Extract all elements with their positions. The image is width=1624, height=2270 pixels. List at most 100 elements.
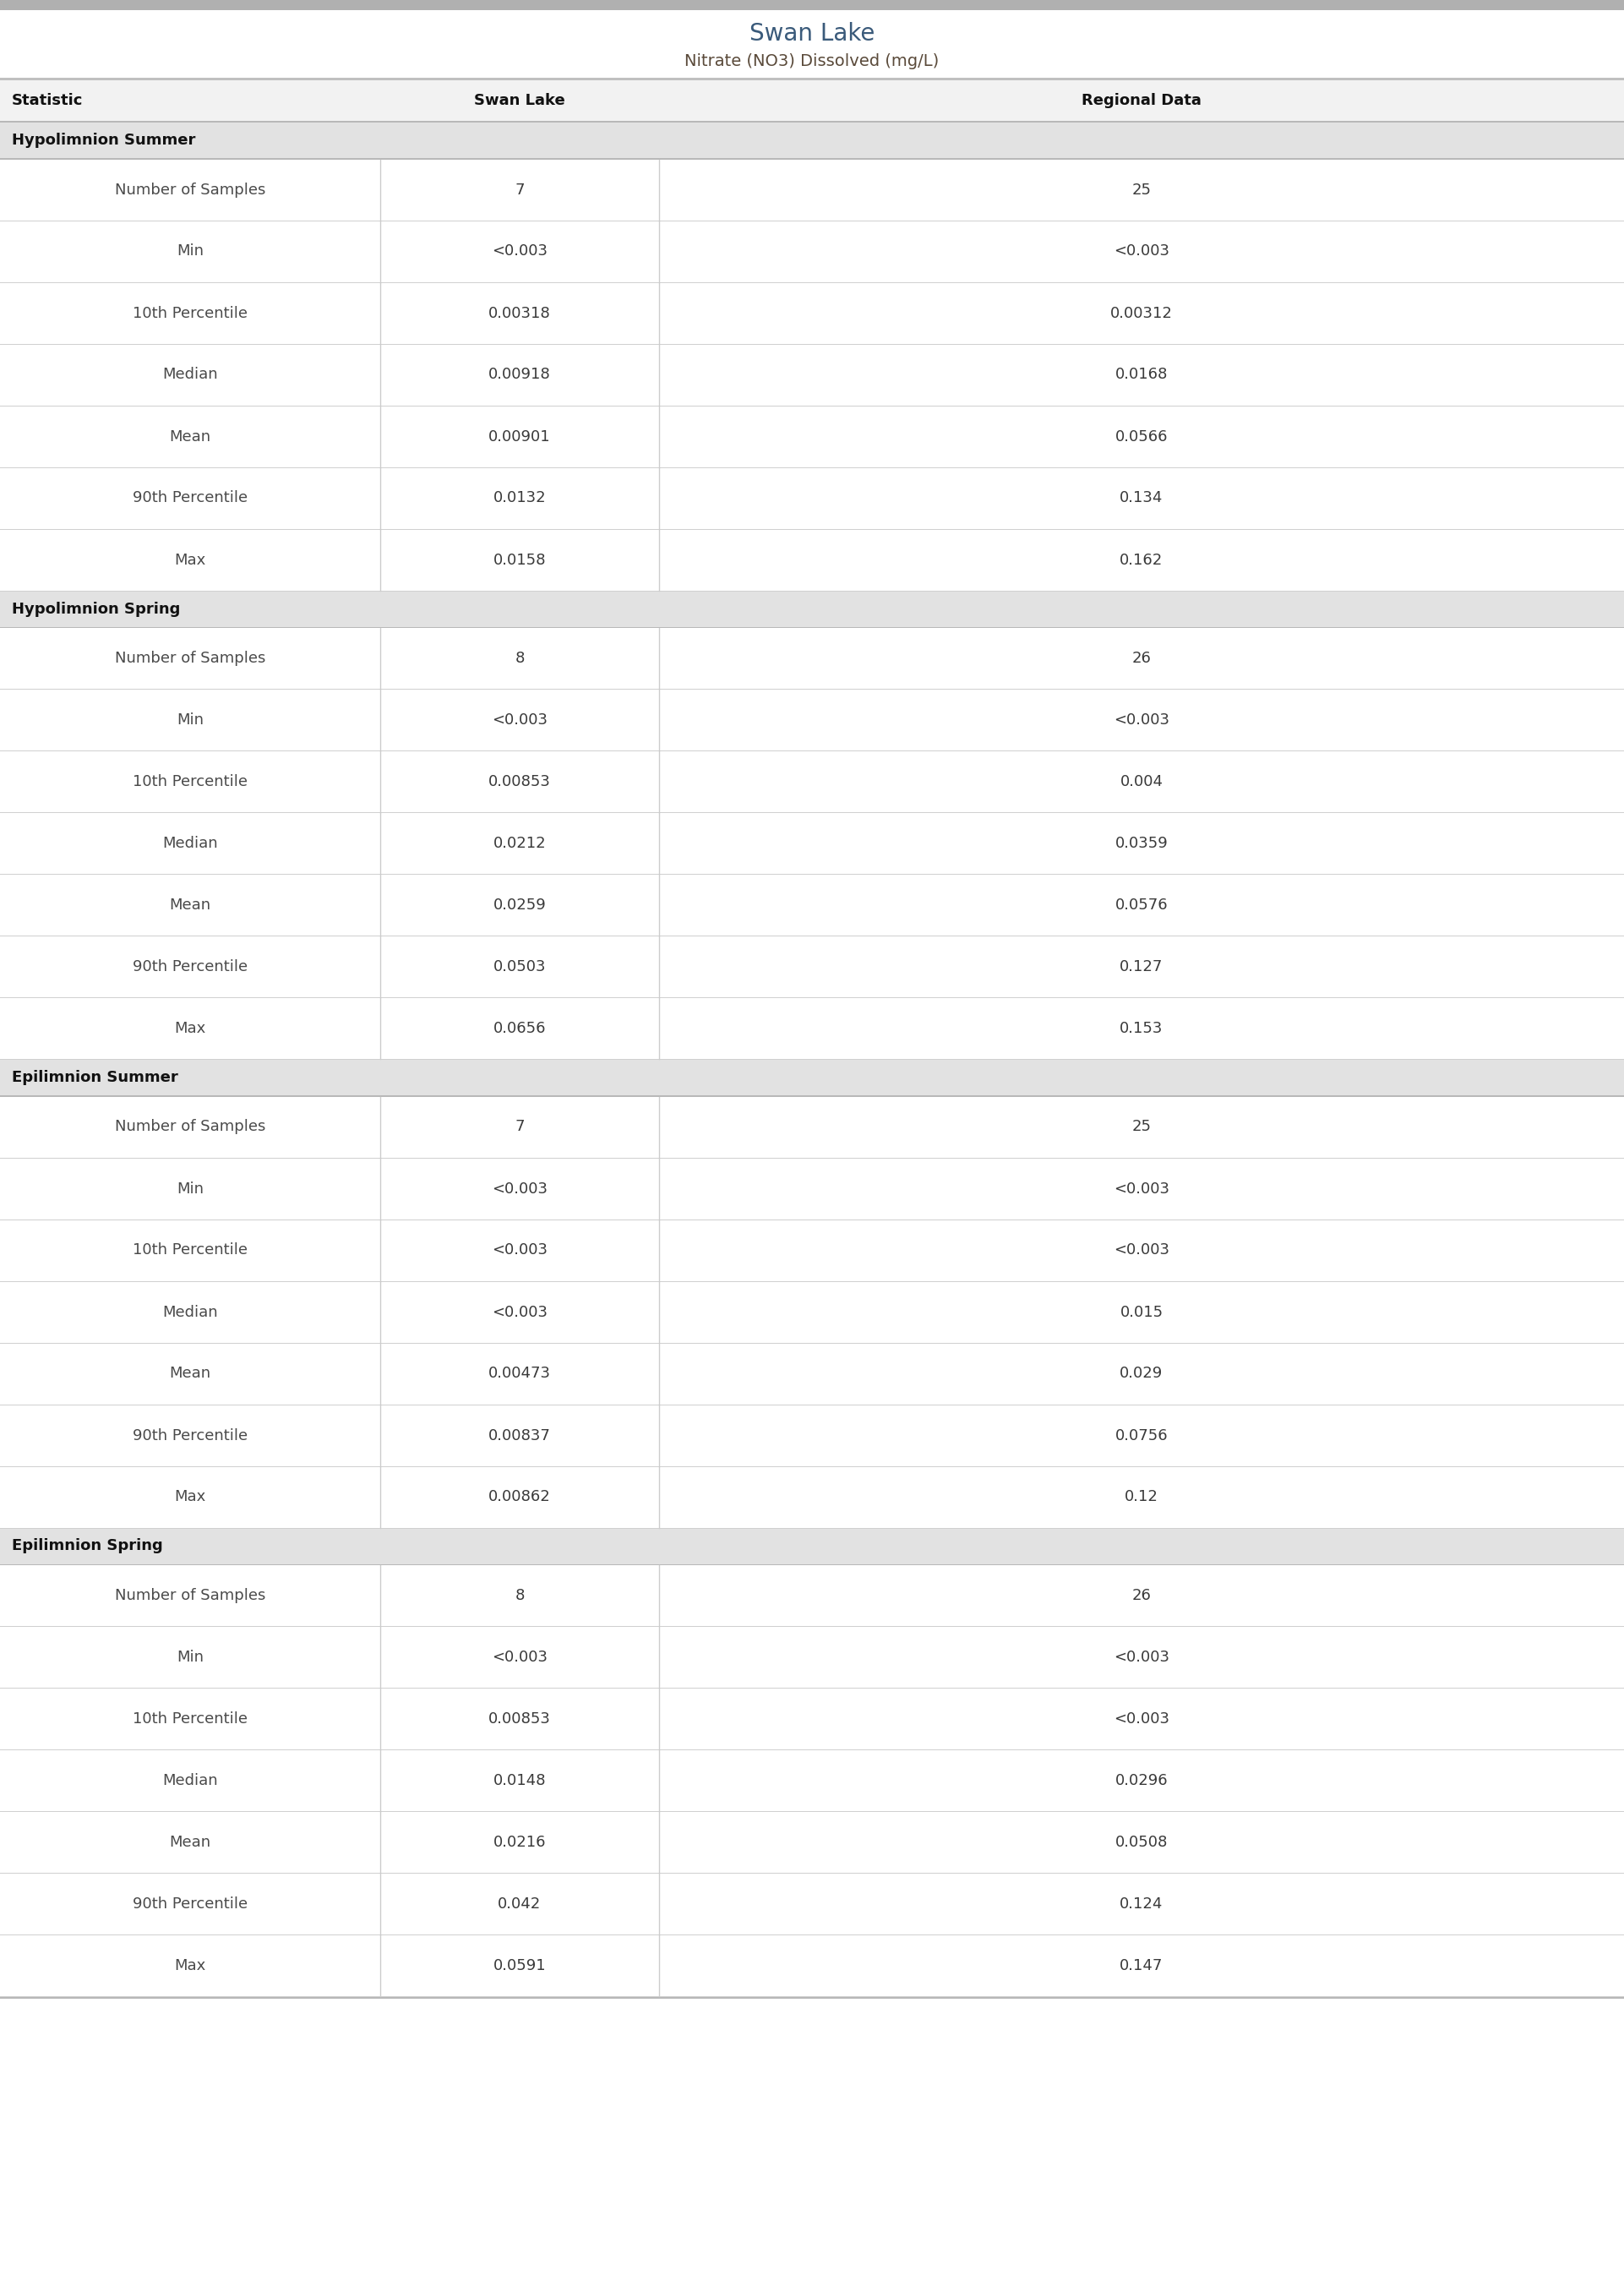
Bar (0, 79, 1624, 120)
Text: 0.162: 0.162 (1121, 552, 1163, 568)
Text: Regional Data: Regional Data (1082, 93, 1202, 109)
Bar (0, 1689, 1624, 1750)
Bar (0, 1466, 1624, 1528)
Text: 26: 26 (1132, 651, 1151, 665)
Text: 8: 8 (515, 1589, 525, 1603)
Text: 0.0566: 0.0566 (1116, 429, 1168, 445)
Text: <0.003: <0.003 (1114, 1712, 1169, 1727)
Bar (0, 1873, 1624, 1934)
Bar (0, 1405, 1624, 1466)
Bar (0, 345, 1624, 406)
Text: 25: 25 (1132, 182, 1151, 197)
Text: 90th Percentile: 90th Percentile (133, 1428, 247, 1444)
Bar (0, 1096, 1624, 1158)
Text: 0.0508: 0.0508 (1116, 1834, 1168, 1850)
Text: <0.003: <0.003 (1114, 1650, 1169, 1664)
Text: 0.127: 0.127 (1121, 960, 1163, 974)
Text: Mean: Mean (169, 897, 211, 913)
Text: 0.0656: 0.0656 (494, 1022, 546, 1035)
Text: 0.134: 0.134 (1121, 490, 1163, 506)
Bar (0, 123, 1624, 159)
Bar (0, 874, 1624, 935)
Bar (0, 1566, 1624, 1625)
Text: 90th Percentile: 90th Percentile (133, 960, 247, 974)
Text: 0.042: 0.042 (499, 1895, 541, 1911)
Bar (0, 1528, 1624, 1564)
Text: 90th Percentile: 90th Percentile (133, 1895, 247, 1911)
Text: 0.0576: 0.0576 (1116, 897, 1168, 913)
Text: <0.003: <0.003 (492, 243, 547, 259)
Text: 0.0259: 0.0259 (494, 897, 546, 913)
Text: 7: 7 (515, 1119, 525, 1135)
Text: 0.00853: 0.00853 (489, 1712, 551, 1727)
Bar (0, 751, 1624, 813)
Text: 0.00312: 0.00312 (1111, 306, 1173, 320)
Text: Mean: Mean (169, 1367, 211, 1382)
Text: <0.003: <0.003 (492, 713, 547, 729)
Text: 0.147: 0.147 (1121, 1959, 1163, 1973)
Bar (0, 220, 1624, 281)
Text: Max: Max (174, 1489, 206, 1505)
Bar (0, 529, 1624, 590)
Bar (0, 590, 1624, 627)
Text: 26: 26 (1132, 1589, 1151, 1603)
Text: 90th Percentile: 90th Percentile (133, 490, 247, 506)
Text: 0.00837: 0.00837 (489, 1428, 551, 1444)
Text: 7: 7 (515, 182, 525, 197)
Text: 0.0591: 0.0591 (494, 1959, 546, 1973)
Text: 0.0296: 0.0296 (1116, 1773, 1168, 1789)
Text: 0.00853: 0.00853 (489, 774, 551, 790)
Text: Median: Median (162, 835, 218, 851)
Text: Median: Median (162, 368, 218, 381)
Text: Min: Min (177, 713, 203, 729)
Text: <0.003: <0.003 (1114, 243, 1169, 259)
Text: 0.124: 0.124 (1121, 1895, 1163, 1911)
Text: <0.003: <0.003 (1114, 1242, 1169, 1258)
Bar (0, 284, 1624, 343)
Bar (0, 159, 1624, 220)
Text: <0.003: <0.003 (492, 1242, 547, 1258)
Bar (0, 1628, 1624, 1687)
Text: Swan Lake: Swan Lake (749, 23, 875, 45)
Text: 10th Percentile: 10th Percentile (133, 1712, 247, 1727)
Text: Min: Min (177, 243, 203, 259)
Bar (0, 468, 1624, 529)
Text: 0.0148: 0.0148 (494, 1773, 546, 1789)
Bar (0, 77, 1624, 79)
Bar (0, 1811, 1624, 1873)
Text: 0.0359: 0.0359 (1116, 835, 1168, 851)
Text: Max: Max (174, 1959, 206, 1973)
Text: 25: 25 (1132, 1119, 1151, 1135)
Text: 0.0216: 0.0216 (494, 1834, 546, 1850)
Text: 0.0168: 0.0168 (1116, 368, 1168, 381)
Text: Statistic: Statistic (11, 93, 83, 109)
Bar (0, 938, 1624, 997)
Text: 0.0132: 0.0132 (494, 490, 546, 506)
Text: Max: Max (174, 1022, 206, 1035)
Text: <0.003: <0.003 (492, 1180, 547, 1196)
Text: 0.0503: 0.0503 (494, 960, 546, 974)
Text: 0.0158: 0.0158 (494, 552, 546, 568)
Text: 0.12: 0.12 (1125, 1489, 1158, 1505)
Bar (0, 0, 1624, 9)
Text: Mean: Mean (169, 429, 211, 445)
Bar (0, 999, 1624, 1058)
Text: <0.003: <0.003 (1114, 713, 1169, 729)
Text: <0.003: <0.003 (1114, 1180, 1169, 1196)
Text: Hypolimnion Summer: Hypolimnion Summer (11, 132, 195, 148)
Bar (0, 629, 1624, 688)
Text: 0.153: 0.153 (1121, 1022, 1163, 1035)
Text: 0.0756: 0.0756 (1116, 1428, 1168, 1444)
Text: 0.015: 0.015 (1121, 1305, 1163, 1319)
Bar (0, 1219, 1624, 1280)
Text: <0.003: <0.003 (492, 1650, 547, 1664)
Text: Number of Samples: Number of Samples (115, 651, 265, 665)
Text: Hypolimnion Spring: Hypolimnion Spring (11, 602, 180, 617)
Text: Epilimnion Spring: Epilimnion Spring (11, 1539, 162, 1553)
Text: 0.00473: 0.00473 (489, 1367, 551, 1382)
Text: Max: Max (174, 552, 206, 568)
Text: 8: 8 (515, 651, 525, 665)
Text: 0.029: 0.029 (1121, 1367, 1163, 1382)
Text: Nitrate (NO3) Dissolved (mg/L): Nitrate (NO3) Dissolved (mg/L) (685, 52, 939, 68)
Bar (0, 406, 1624, 468)
